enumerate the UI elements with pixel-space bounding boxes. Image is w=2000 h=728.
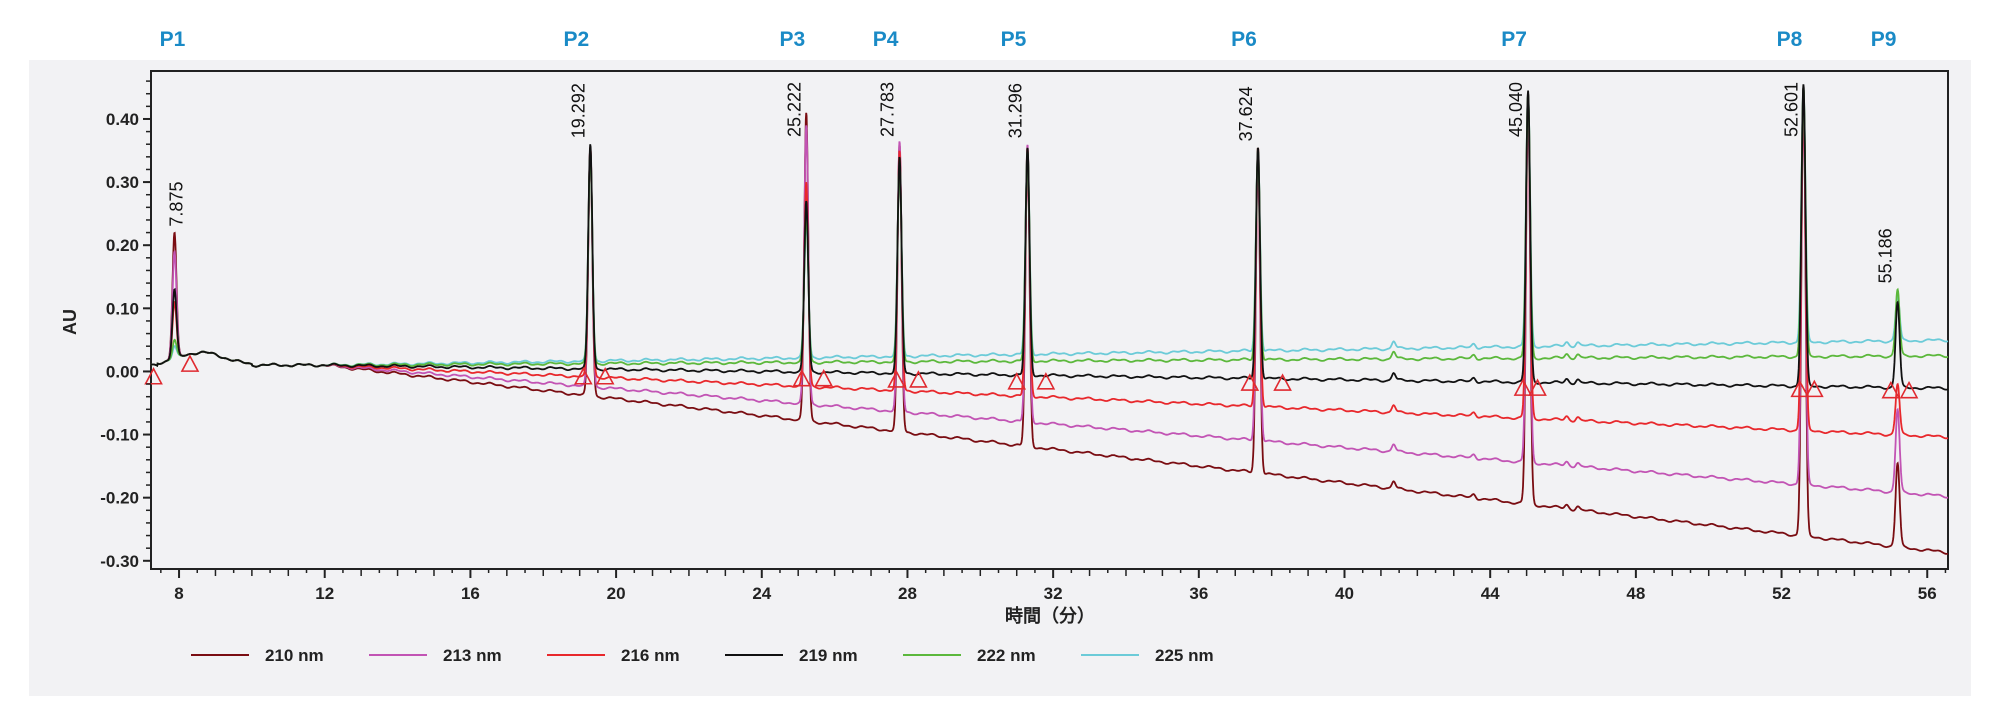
integration-marker-triangle-icon [1528, 378, 1547, 396]
chart-panel-background [29, 60, 1971, 696]
integration-marker-triangle-icon [1240, 373, 1260, 391]
integration-marker-triangle-icon [909, 370, 928, 388]
legend-label: 213 nm [443, 646, 502, 665]
integration-marker-triangle-icon [1513, 378, 1533, 396]
integration-marker-triangle-icon [1007, 372, 1027, 390]
integration-marker-triangle-icon [573, 367, 593, 385]
integration-marker-triangle-icon [792, 368, 812, 387]
integration-marker-triangle-icon [144, 367, 163, 385]
integration-marker-triangle-icon [1899, 380, 1919, 399]
legend-label: 216 nm [621, 646, 680, 665]
y-axis-label: AU [60, 309, 80, 335]
y-tick-label: 0.20 [106, 236, 139, 255]
integration-marker-triangle-icon [595, 367, 615, 385]
peak-label-p5: P5 [1001, 28, 1027, 51]
retention-time-label: 45.040 [1506, 82, 1526, 137]
legend-label: 210 nm [265, 646, 324, 665]
retention-time-label: 37.624 [1236, 86, 1256, 141]
peak-label-p1: P1 [160, 28, 186, 51]
x-tick-label: 40 [1335, 584, 1354, 603]
peak-label-p3: P3 [779, 28, 805, 51]
integration-marker-triangle-icon [1036, 372, 1056, 390]
retention-time-label: 7.875 [166, 182, 186, 227]
y-tick-label: 0.30 [106, 173, 139, 192]
x-tick-label: 20 [607, 584, 626, 603]
trace-216-nm [150, 87, 1949, 440]
trace-213-nm [150, 87, 1949, 499]
y-tick-label: -0.20 [100, 489, 139, 508]
x-tick-label: 48 [1626, 584, 1645, 603]
trace-219-nm [150, 84, 1949, 391]
x-tick-label: 28 [898, 584, 917, 603]
plot-area-frame [150, 70, 1949, 570]
trace-210-nm [150, 87, 1949, 555]
peak-label-p6: P6 [1231, 28, 1257, 51]
x-tick-label: 36 [1189, 584, 1208, 603]
legend-label: 222 nm [977, 646, 1036, 665]
peak-label-p4: P4 [873, 28, 899, 51]
retention-time-label: 52.601 [1781, 82, 1801, 137]
retention-time-label: 19.292 [568, 83, 588, 138]
retention-time-label: 27.783 [878, 82, 898, 137]
y-tick-label: 0.10 [106, 299, 139, 318]
y-tick-label: 0.00 [106, 362, 139, 381]
integration-marker-triangle-icon [1790, 379, 1810, 398]
x-tick-label: 44 [1481, 584, 1500, 603]
legend: 210 nm 213 nm 216 nm 219 nm 222 nm 225 nm [191, 646, 1214, 665]
peak-label-p7: P7 [1501, 28, 1527, 51]
trace-225-nm [150, 87, 1949, 368]
integration-marker-triangle-icon [1805, 379, 1824, 398]
peak-label-p2: P2 [563, 28, 589, 51]
peak-label-p9: P9 [1871, 28, 1897, 51]
x-tick-label: 56 [1918, 584, 1937, 603]
retention-time-label: 25.222 [784, 82, 804, 137]
integration-marker-triangle-icon [1273, 373, 1292, 391]
trace-222-nm [150, 87, 1949, 368]
x-tick-label: 24 [752, 584, 771, 603]
legend-label: 225 nm [1155, 646, 1214, 665]
peak-label-p8: P8 [1777, 28, 1803, 51]
x-tick-label: 32 [1044, 584, 1063, 603]
integration-marker-triangle-icon [814, 368, 834, 387]
x-tick-label: 52 [1772, 584, 1791, 603]
y-tick-label: 0.40 [106, 110, 139, 129]
legend-label: 219 nm [799, 646, 858, 665]
integration-marker-triangle-icon [887, 370, 906, 388]
retention-time-label: 31.296 [1006, 83, 1026, 138]
integration-marker-triangle-icon [180, 354, 200, 372]
y-tick-label: -0.10 [100, 426, 139, 445]
y-tick-label: -0.30 [100, 552, 139, 571]
integration-marker-triangle-icon [1881, 380, 1901, 399]
retention-time-label: 55.186 [1876, 228, 1896, 283]
x-tick-label: 16 [461, 584, 480, 603]
x-tick-label: 12 [315, 584, 334, 603]
x-tick-label: 8 [174, 584, 183, 603]
x-axis-label: 時間（分） [1005, 606, 1095, 626]
